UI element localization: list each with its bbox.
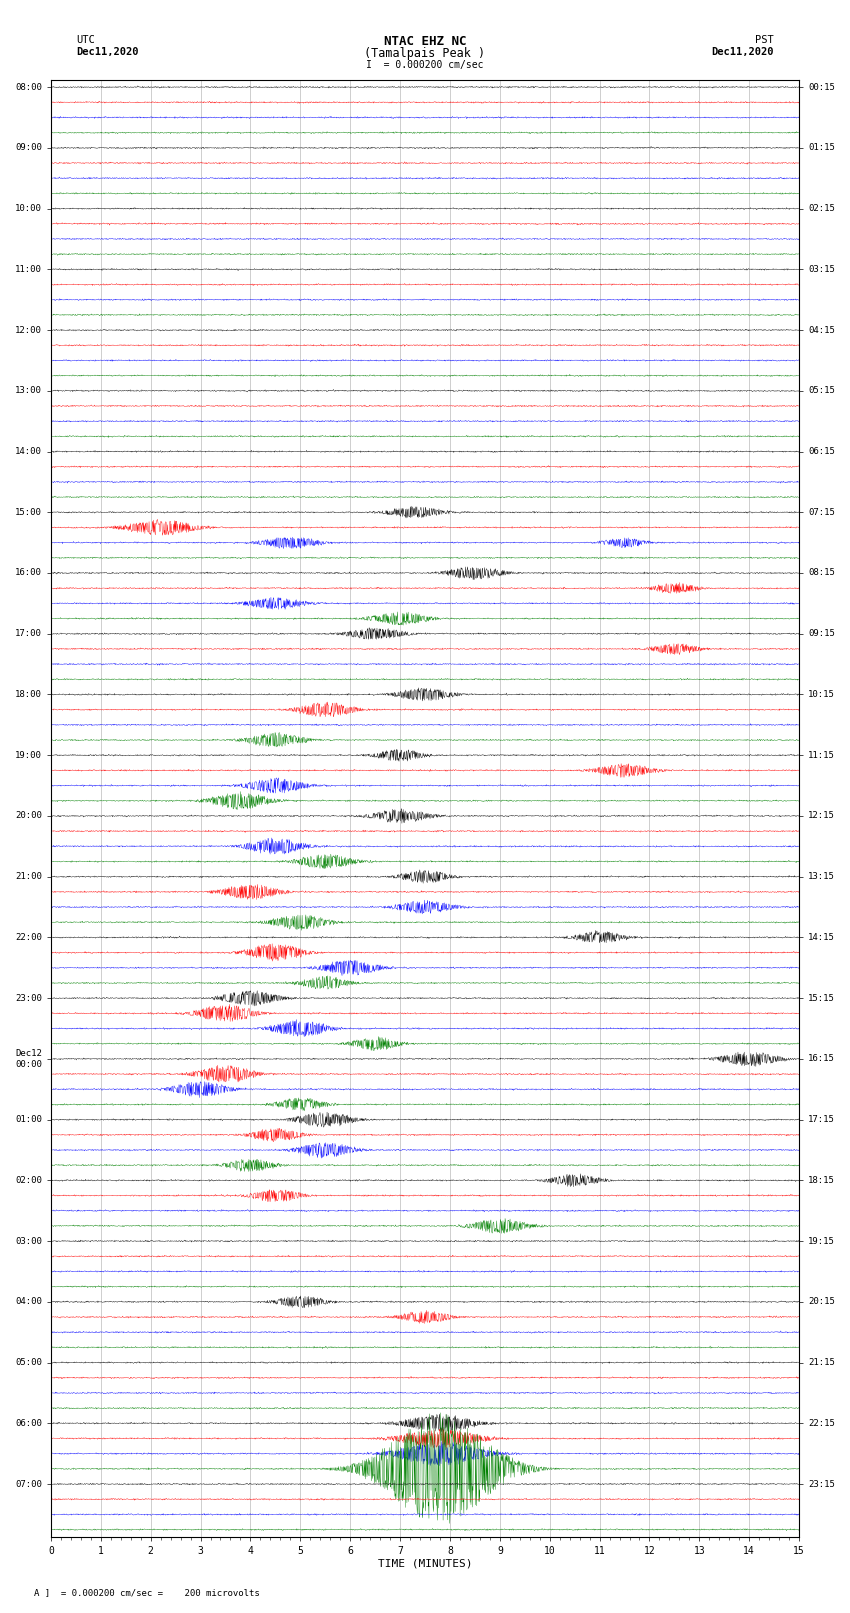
X-axis label: TIME (MINUTES): TIME (MINUTES) xyxy=(377,1560,473,1569)
Text: Dec11,2020: Dec11,2020 xyxy=(711,47,774,56)
Text: A ]  = 0.000200 cm/sec =    200 microvolts: A ] = 0.000200 cm/sec = 200 microvolts xyxy=(34,1587,260,1597)
Text: UTC: UTC xyxy=(76,35,95,45)
Text: NTAC EHZ NC: NTAC EHZ NC xyxy=(383,35,467,48)
Text: I  = 0.000200 cm/sec: I = 0.000200 cm/sec xyxy=(366,60,484,69)
Text: Dec11,2020: Dec11,2020 xyxy=(76,47,139,56)
Text: PST: PST xyxy=(755,35,774,45)
Text: (Tamalpais Peak ): (Tamalpais Peak ) xyxy=(365,47,485,60)
